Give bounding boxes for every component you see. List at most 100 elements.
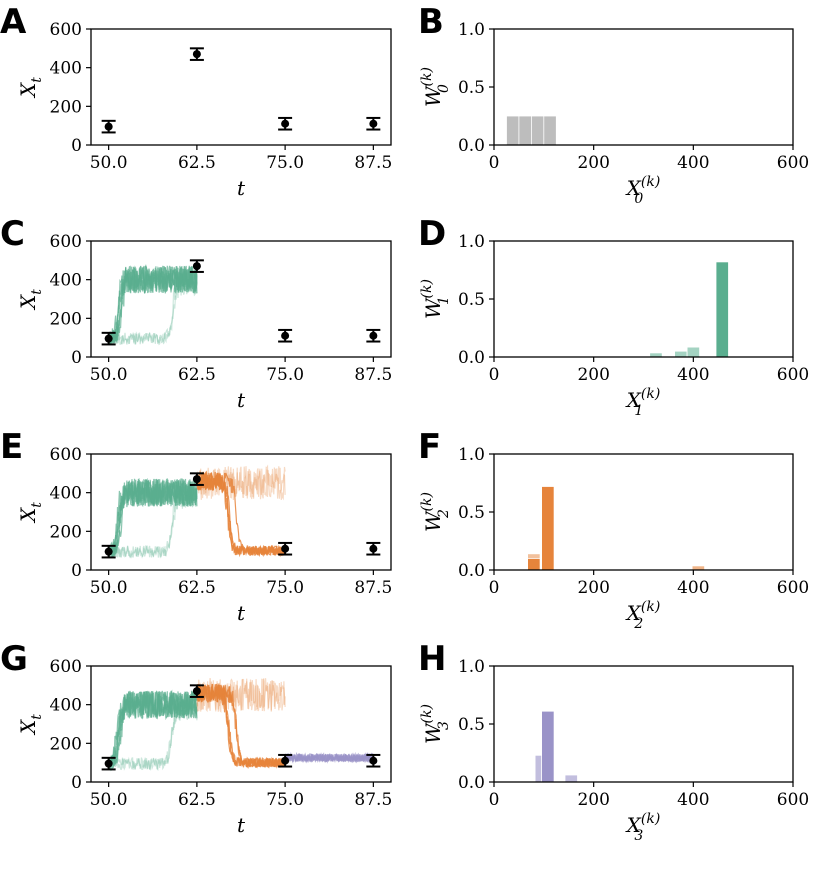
panel-letter-f: F — [418, 427, 441, 467]
x-label-main: X — [625, 176, 642, 200]
histogram-bar — [674, 350, 688, 357]
plot-area — [527, 486, 705, 570]
y-tick-label: 0.5 — [458, 503, 485, 523]
y-axis-label: Xt — [16, 289, 45, 311]
trajectory-line — [108, 690, 198, 772]
x-tick-label: 600 — [777, 153, 809, 173]
observation-point — [192, 475, 201, 484]
observation-point — [369, 756, 378, 765]
trajectory-line — [284, 752, 374, 764]
plot-area — [108, 678, 374, 772]
observation-point — [369, 119, 378, 128]
y-tick-label: 600 — [50, 445, 82, 465]
x-axis-label: t — [237, 388, 246, 412]
panel-letter-e: E — [0, 427, 23, 467]
y-tick-label: 0 — [71, 136, 82, 156]
y-label-sup: (k) — [419, 704, 435, 723]
y-tick-label: 0.5 — [458, 78, 485, 98]
y-label-sup: (k) — [419, 492, 435, 511]
y-label-sub: t — [29, 502, 45, 508]
y-label-sub: 1 — [436, 296, 452, 305]
y-tick-label: 1.0 — [458, 232, 485, 252]
y-label-main: X — [16, 507, 40, 524]
axes-frame — [493, 453, 794, 571]
observation-point — [104, 334, 113, 343]
trajectory-line — [196, 684, 286, 769]
y-label-sup: (k) — [419, 67, 435, 86]
y-tick-label: 200 — [50, 309, 82, 329]
observation-point — [104, 547, 113, 556]
y-axis-label: W(k)1 — [419, 279, 452, 319]
x-label-sup: (k) — [641, 599, 660, 615]
x-tick-label: 87.5 — [354, 578, 392, 598]
x-tick-label: 600 — [777, 365, 809, 385]
histogram-bar — [543, 115, 557, 145]
x-axis-label: X(k) 1 — [625, 386, 661, 419]
y-tick-label: 600 — [50, 657, 82, 677]
histogram-bar — [715, 261, 729, 357]
x-tick-label: 200 — [577, 790, 609, 810]
observation-point — [192, 687, 201, 696]
y-tick-label: 400 — [50, 59, 82, 79]
trajectory-line — [108, 477, 198, 558]
y-tick-label: 600 — [50, 232, 82, 252]
x-tick-label: 0 — [489, 365, 500, 385]
histogram-bar — [541, 486, 555, 570]
panel-letter-g: G — [0, 639, 28, 679]
observation-point — [192, 262, 201, 271]
histogram-bar — [527, 558, 541, 570]
y-tick-label: 0.0 — [458, 136, 485, 156]
y-tick-label: 400 — [50, 484, 82, 504]
x-tick-label: 62.5 — [178, 578, 216, 598]
histogram-bar — [541, 710, 555, 782]
x-axis-label: X(k) 3 — [625, 811, 661, 844]
panel-letter-d: D — [418, 214, 446, 254]
x-tick-label: 0 — [489, 153, 500, 173]
x-tick-label: 75.0 — [266, 153, 304, 173]
x-label-sup: (k) — [641, 386, 660, 402]
x-tick-label: 200 — [577, 578, 609, 598]
x-tick-label: 400 — [677, 578, 709, 598]
plot-area — [108, 464, 286, 560]
axes-frame — [90, 665, 392, 783]
x-label-sup: (k) — [641, 174, 660, 190]
x-tick-label: 50.0 — [90, 790, 128, 810]
y-tick-label: 1.0 — [458, 20, 485, 40]
panel-letter-c: C — [0, 214, 25, 254]
plot-area — [649, 261, 729, 357]
x-axis-label: t — [237, 813, 246, 837]
y-tick-label: 1.0 — [458, 657, 485, 677]
x-tick-label: 62.5 — [178, 365, 216, 385]
y-tick-label: 0 — [71, 561, 82, 581]
x-tick-label: 0 — [489, 790, 500, 810]
axes-frame — [90, 28, 392, 146]
trajectory-line — [284, 752, 374, 764]
y-label-sub: 0 — [436, 84, 452, 93]
trajectory-line — [108, 272, 198, 346]
x-axis-label: X(k) 2 — [625, 599, 661, 632]
x-tick-label: 200 — [577, 365, 609, 385]
trajectory-line — [196, 678, 286, 712]
y-tick-label: 0.0 — [458, 561, 485, 581]
x-tick-label: 87.5 — [354, 790, 392, 810]
axes-frame — [493, 240, 794, 358]
plot-area — [108, 264, 198, 346]
y-axis-label: W(k)2 — [419, 492, 452, 532]
observation-point — [104, 759, 113, 768]
x-axis-label: X(k) 0 — [625, 174, 661, 207]
x-tick-label: 400 — [677, 153, 709, 173]
histogram-bar — [506, 115, 520, 145]
y-axis-label: W(k)0 — [419, 67, 452, 107]
trajectory-line — [196, 466, 286, 501]
x-tick-label: 87.5 — [354, 153, 392, 173]
x-label-main: t — [237, 176, 246, 200]
x-tick-label: 50.0 — [90, 153, 128, 173]
y-label-sub: t — [29, 77, 45, 83]
y-axis-label: Xt — [16, 714, 45, 736]
y-label-sub: t — [29, 714, 45, 720]
x-label-sub: 0 — [634, 191, 643, 207]
